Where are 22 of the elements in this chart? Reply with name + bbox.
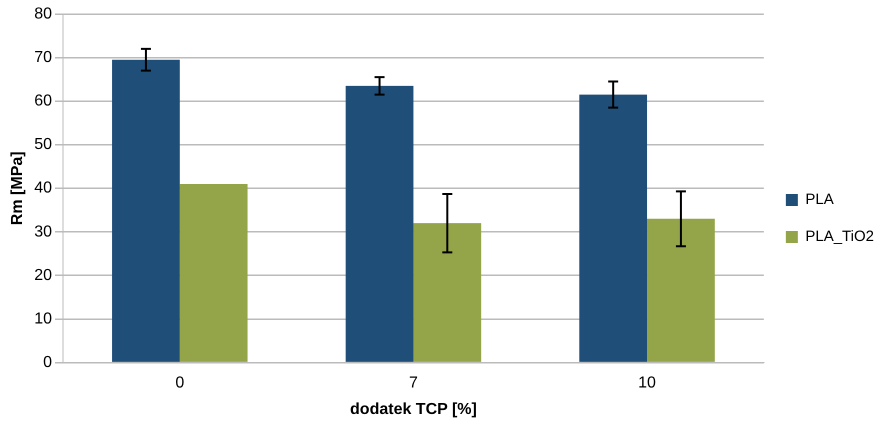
y-tick-label: 20 — [34, 266, 52, 284]
y-tick-label: 40 — [34, 180, 52, 197]
y-tick-label: 10 — [34, 310, 52, 328]
x-axis-title: dodatek TCP [%] — [350, 400, 477, 418]
y-tick-label: 50 — [34, 136, 52, 154]
y-tick-label: 0 — [43, 354, 52, 372]
legend-label: PLA — [805, 191, 834, 208]
y-tick-label: 30 — [34, 223, 52, 240]
bar — [413, 223, 482, 362]
y-axis-title: Rm [MPa] — [9, 151, 26, 226]
bar — [112, 60, 180, 362]
y-tick-label: 60 — [34, 92, 52, 110]
y-tick-label: 70 — [34, 48, 52, 66]
y-tick-label: 80 — [34, 5, 52, 22]
bar — [180, 184, 248, 362]
x-tick-label: 10 — [638, 374, 656, 392]
bar — [647, 218, 715, 362]
legend-label: PLA_TiO2 — [805, 228, 874, 246]
x-tick-label: 7 — [408, 374, 418, 392]
x-tick-label: 0 — [175, 374, 184, 392]
bar — [346, 86, 414, 362]
bar — [579, 94, 648, 362]
